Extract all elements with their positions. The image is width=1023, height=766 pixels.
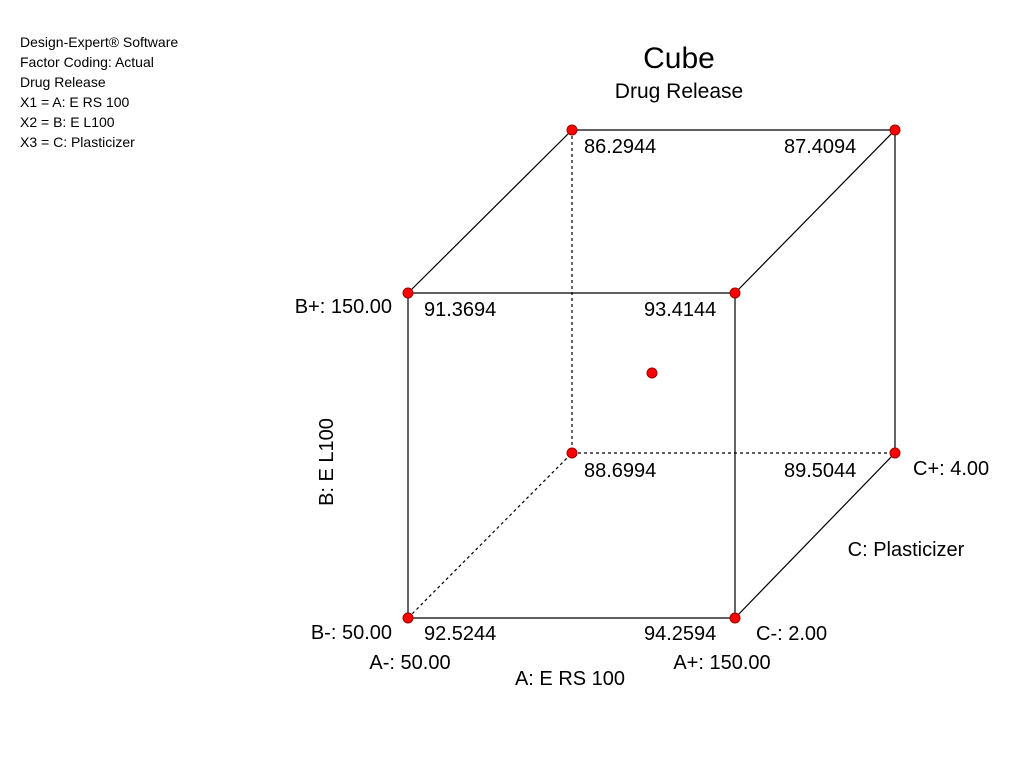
level-label-c-low: C-: 2.00 — [756, 623, 827, 645]
info-line-x1: X1 = A: E RS 100 — [20, 94, 130, 110]
level-label-c-high: C+: 4.00 — [913, 458, 989, 480]
edge-top-right-depth — [734, 129, 896, 294]
info-line-x2: X2 = B: E L100 — [20, 114, 115, 130]
center-point — [646, 367, 658, 379]
corner-value-back-bottom-left: 88.6994 — [584, 460, 656, 482]
edge-bottom-left-depth — [407, 452, 573, 619]
corner-point-back-top-left — [566, 124, 578, 136]
info-line-factor-coding: Factor Coding: Actual — [20, 54, 154, 70]
level-label-b-low: B-: 50.00 — [311, 622, 392, 644]
chart-title: Cube — [643, 42, 715, 75]
edge-bottom-right-depth — [734, 452, 896, 619]
corner-value-front-top-right: 93.4144 — [644, 299, 716, 321]
level-label-a-low: A-: 50.00 — [369, 652, 450, 674]
corner-point-back-top-right — [889, 124, 901, 136]
chart-subtitle: Drug Release — [615, 80, 743, 103]
corner-value-front-bottom-left: 92.5244 — [424, 623, 496, 645]
info-line-response: Drug Release — [20, 74, 106, 90]
corner-point-back-bottom-right — [889, 447, 901, 459]
info-line-x3: X3 = C: Plasticizer — [20, 134, 135, 150]
corner-point-front-bottom-left — [402, 612, 414, 624]
axis-label-b: B: E L100 — [316, 418, 338, 506]
level-label-b-high: B+: 150.00 — [295, 296, 392, 318]
corner-point-front-top-right — [729, 287, 741, 299]
level-label-a-high: A+: 150.00 — [673, 652, 770, 674]
corner-value-front-top-left: 91.3694 — [424, 299, 496, 321]
edge-top-left-depth — [407, 129, 573, 294]
corner-value-back-top-right: 87.4094 — [784, 136, 856, 158]
corner-point-front-top-left — [402, 287, 414, 299]
corner-value-back-top-left: 86.2944 — [584, 136, 656, 158]
corner-point-back-bottom-left — [566, 447, 578, 459]
axis-label-a: A: E RS 100 — [515, 668, 625, 690]
corner-point-front-bottom-right — [729, 612, 741, 624]
info-line-software: Design-Expert® Software — [20, 34, 179, 50]
corner-value-front-bottom-right: 94.2594 — [644, 623, 716, 645]
axis-label-c: C: Plasticizer — [848, 539, 965, 561]
corner-value-back-bottom-right: 89.5044 — [784, 460, 856, 482]
info-panel: Design-Expert® Software Factor Coding: A… — [20, 32, 178, 152]
